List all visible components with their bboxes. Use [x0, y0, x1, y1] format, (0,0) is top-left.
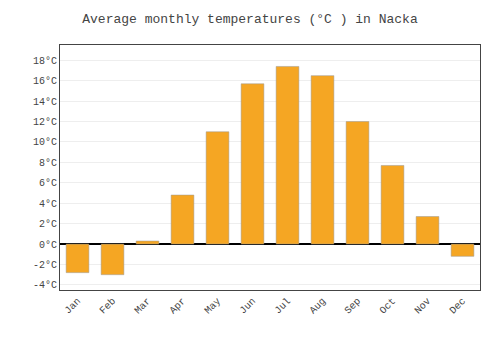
svg-text:0°C: 0°C: [39, 240, 57, 251]
svg-text:Jul: Jul: [273, 296, 294, 317]
svg-text:-2°C: -2°C: [33, 260, 57, 271]
svg-text:14°C: 14°C: [33, 97, 57, 108]
svg-text:Apr: Apr: [168, 296, 189, 317]
svg-text:Nov: Nov: [413, 296, 434, 317]
svg-text:12°C: 12°C: [33, 117, 57, 128]
svg-text:10°C: 10°C: [33, 137, 57, 148]
svg-text:Feb: Feb: [98, 296, 119, 317]
svg-text:Mar: Mar: [133, 296, 154, 317]
svg-text:2°C: 2°C: [39, 219, 57, 230]
svg-text:18°C: 18°C: [33, 56, 57, 67]
svg-text:Aug: Aug: [308, 296, 329, 317]
svg-text:Average monthly temperatures (: Average monthly temperatures (°C ) in Na…: [82, 12, 418, 27]
svg-text:Sep: Sep: [343, 296, 364, 317]
svg-text:Jun: Jun: [238, 296, 259, 317]
svg-text:8°C: 8°C: [39, 158, 57, 169]
svg-text:4°C: 4°C: [39, 199, 57, 210]
svg-text:Jan: Jan: [63, 296, 84, 317]
svg-text:Oct: Oct: [378, 296, 399, 317]
svg-text:-4°C: -4°C: [33, 280, 57, 291]
svg-text:16°C: 16°C: [33, 76, 57, 87]
svg-text:Dec: Dec: [448, 296, 469, 317]
svg-text:May: May: [203, 296, 224, 317]
svg-text:6°C: 6°C: [39, 178, 57, 189]
